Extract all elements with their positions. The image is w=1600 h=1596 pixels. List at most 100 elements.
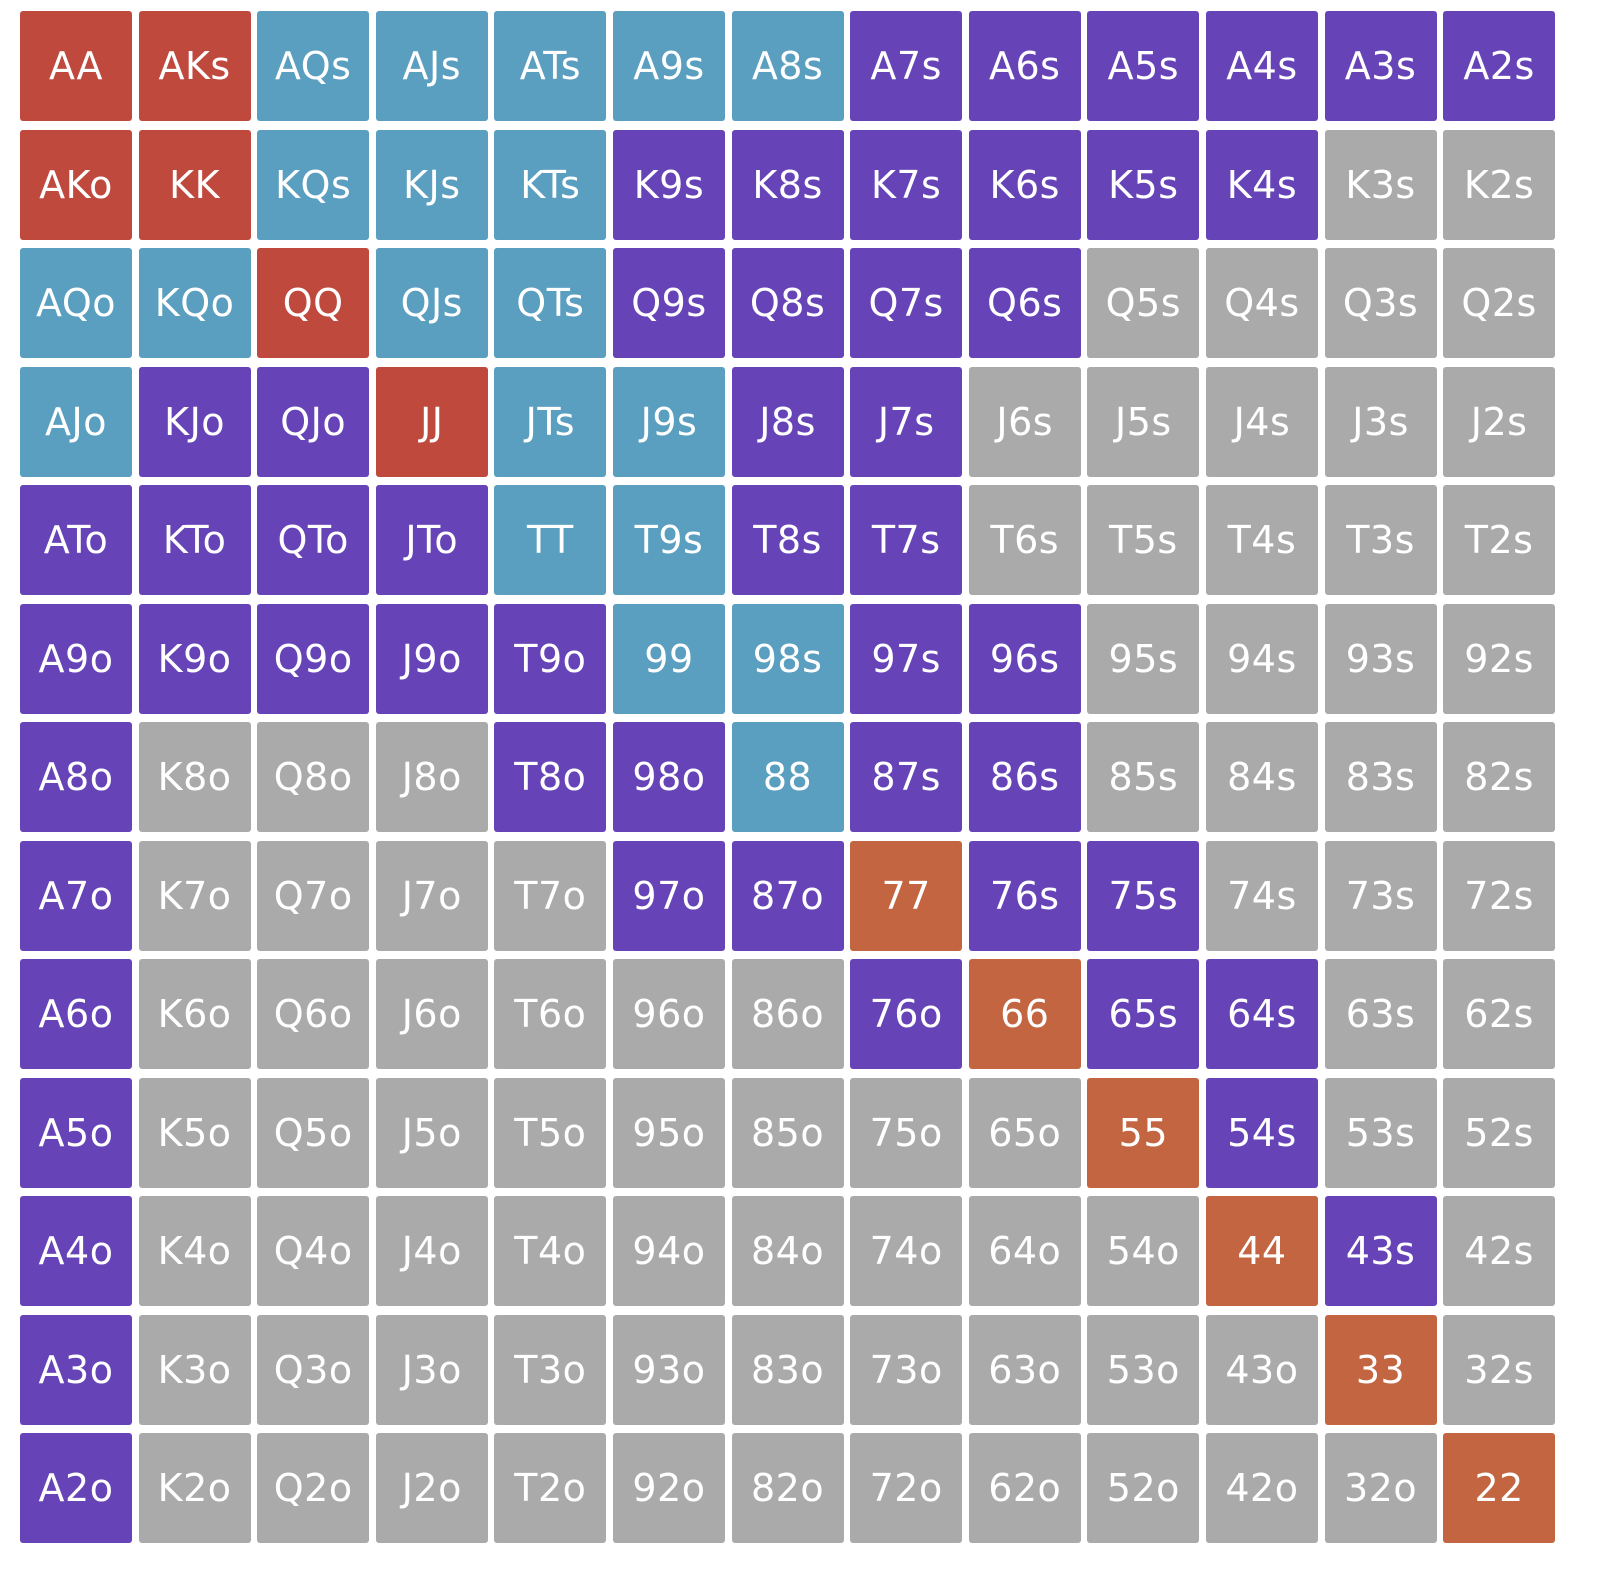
hand-cell-42s[interactable]: 42s <box>1443 1196 1556 1306</box>
hand-cell-t2s[interactable]: T2s <box>1443 485 1556 595</box>
hand-cell-82s[interactable]: 82s <box>1443 722 1556 832</box>
hand-cell-a7s[interactable]: A7s <box>850 11 963 121</box>
hand-cell-j3s[interactable]: J3s <box>1324 366 1437 477</box>
hand-cell-97o[interactable]: 97o <box>612 840 725 951</box>
hand-cell-73s[interactable]: 73s <box>1324 840 1437 951</box>
hand-cell-qts[interactable]: QTs <box>494 248 607 358</box>
hand-cell-86s[interactable]: 86s <box>968 722 1081 832</box>
hand-cell-k4s[interactable]: K4s <box>1205 129 1318 240</box>
hand-cell-j8o[interactable]: J8o <box>375 722 488 832</box>
hand-cell-54s[interactable]: 54s <box>1205 1077 1318 1188</box>
hand-cell-65o[interactable]: 65o <box>968 1077 1081 1188</box>
hand-cell-j7o[interactable]: J7o <box>375 840 488 951</box>
hand-cell-q7o[interactable]: Q7o <box>257 840 370 951</box>
hand-cell-jto[interactable]: JTo <box>375 485 488 595</box>
hand-cell-q3s[interactable]: Q3s <box>1324 248 1437 358</box>
hand-cell-63s[interactable]: 63s <box>1324 959 1437 1069</box>
hand-cell-k7s[interactable]: K7s <box>850 129 963 240</box>
hand-cell-a6o[interactable]: A6o <box>20 959 132 1069</box>
hand-cell-q6o[interactable]: Q6o <box>257 959 370 1069</box>
hand-cell-87o[interactable]: 87o <box>731 840 844 951</box>
hand-cell-k2o[interactable]: K2o <box>138 1433 251 1543</box>
hand-cell-a5s[interactable]: A5s <box>1087 11 1200 121</box>
hand-cell-kqs[interactable]: KQs <box>257 129 370 240</box>
hand-cell-a8s[interactable]: A8s <box>731 11 844 121</box>
hand-cell-q2o[interactable]: Q2o <box>257 1433 370 1543</box>
hand-cell-t5o[interactable]: T5o <box>494 1077 607 1188</box>
hand-cell-94s[interactable]: 94s <box>1205 603 1318 714</box>
hand-cell-98o[interactable]: 98o <box>612 722 725 832</box>
hand-cell-jj[interactable]: JJ <box>375 366 488 477</box>
hand-cell-ajs[interactable]: AJs <box>375 11 488 121</box>
hand-cell-t7s[interactable]: T7s <box>850 485 963 595</box>
hand-cell-88[interactable]: 88 <box>731 722 844 832</box>
hand-cell-k2s[interactable]: K2s <box>1443 129 1556 240</box>
hand-cell-q4o[interactable]: Q4o <box>257 1196 370 1306</box>
hand-cell-65s[interactable]: 65s <box>1087 959 1200 1069</box>
hand-cell-94o[interactable]: 94o <box>612 1196 725 1306</box>
hand-cell-jts[interactable]: JTs <box>494 366 607 477</box>
hand-cell-54o[interactable]: 54o <box>1087 1196 1200 1306</box>
hand-cell-t2o[interactable]: T2o <box>494 1433 607 1543</box>
hand-cell-62s[interactable]: 62s <box>1443 959 1556 1069</box>
hand-cell-22[interactable]: 22 <box>1443 1433 1556 1543</box>
hand-cell-32o[interactable]: 32o <box>1324 1433 1437 1543</box>
hand-cell-aa[interactable]: AA <box>20 11 132 121</box>
hand-cell-95o[interactable]: 95o <box>612 1077 725 1188</box>
hand-cell-q9s[interactable]: Q9s <box>612 248 725 358</box>
hand-cell-t4o[interactable]: T4o <box>494 1196 607 1306</box>
hand-cell-j7s[interactable]: J7s <box>850 366 963 477</box>
hand-cell-k9o[interactable]: K9o <box>138 603 251 714</box>
hand-cell-j4s[interactable]: J4s <box>1205 366 1318 477</box>
hand-cell-55[interactable]: 55 <box>1087 1077 1200 1188</box>
hand-cell-53s[interactable]: 53s <box>1324 1077 1437 1188</box>
hand-cell-t9s[interactable]: T9s <box>612 485 725 595</box>
hand-cell-84s[interactable]: 84s <box>1205 722 1318 832</box>
hand-cell-64o[interactable]: 64o <box>968 1196 1081 1306</box>
hand-cell-j9o[interactable]: J9o <box>375 603 488 714</box>
hand-cell-74o[interactable]: 74o <box>850 1196 963 1306</box>
hand-cell-j5s[interactable]: J5s <box>1087 366 1200 477</box>
hand-cell-q9o[interactable]: Q9o <box>257 603 370 714</box>
hand-cell-42o[interactable]: 42o <box>1205 1433 1318 1543</box>
hand-cell-75o[interactable]: 75o <box>850 1077 963 1188</box>
hand-cell-q6s[interactable]: Q6s <box>968 248 1081 358</box>
hand-cell-a5o[interactable]: A5o <box>20 1077 132 1188</box>
hand-cell-84o[interactable]: 84o <box>731 1196 844 1306</box>
hand-cell-93o[interactable]: 93o <box>612 1314 725 1425</box>
hand-cell-44[interactable]: 44 <box>1205 1196 1318 1306</box>
hand-cell-t7o[interactable]: T7o <box>494 840 607 951</box>
hand-cell-q4s[interactable]: Q4s <box>1205 248 1318 358</box>
hand-cell-75s[interactable]: 75s <box>1087 840 1200 951</box>
hand-cell-j8s[interactable]: J8s <box>731 366 844 477</box>
hand-cell-92s[interactable]: 92s <box>1443 603 1556 714</box>
hand-cell-85o[interactable]: 85o <box>731 1077 844 1188</box>
hand-cell-a4s[interactable]: A4s <box>1205 11 1318 121</box>
hand-cell-k8s[interactable]: K8s <box>731 129 844 240</box>
hand-cell-j9s[interactable]: J9s <box>612 366 725 477</box>
hand-cell-q3o[interactable]: Q3o <box>257 1314 370 1425</box>
hand-cell-t4s[interactable]: T4s <box>1205 485 1318 595</box>
hand-cell-q2s[interactable]: Q2s <box>1443 248 1556 358</box>
hand-cell-q7s[interactable]: Q7s <box>850 248 963 358</box>
hand-cell-ajo[interactable]: AJo <box>20 366 132 477</box>
hand-cell-j6o[interactable]: J6o <box>375 959 488 1069</box>
hand-cell-k5o[interactable]: K5o <box>138 1077 251 1188</box>
hand-cell-62o[interactable]: 62o <box>968 1433 1081 1543</box>
hand-cell-52s[interactable]: 52s <box>1443 1077 1556 1188</box>
hand-cell-q5o[interactable]: Q5o <box>257 1077 370 1188</box>
hand-cell-k3s[interactable]: K3s <box>1324 129 1437 240</box>
hand-cell-k7o[interactable]: K7o <box>138 840 251 951</box>
hand-cell-k4o[interactable]: K4o <box>138 1196 251 1306</box>
hand-cell-87s[interactable]: 87s <box>850 722 963 832</box>
hand-cell-a8o[interactable]: A8o <box>20 722 132 832</box>
hand-cell-t5s[interactable]: T5s <box>1087 485 1200 595</box>
hand-cell-33[interactable]: 33 <box>1324 1314 1437 1425</box>
hand-cell-ats[interactable]: ATs <box>494 11 607 121</box>
hand-cell-t3o[interactable]: T3o <box>494 1314 607 1425</box>
hand-cell-a4o[interactable]: A4o <box>20 1196 132 1306</box>
hand-cell-k6s[interactable]: K6s <box>968 129 1081 240</box>
hand-cell-43s[interactable]: 43s <box>1324 1196 1437 1306</box>
hand-cell-k6o[interactable]: K6o <box>138 959 251 1069</box>
hand-cell-ako[interactable]: AKo <box>20 129 132 240</box>
